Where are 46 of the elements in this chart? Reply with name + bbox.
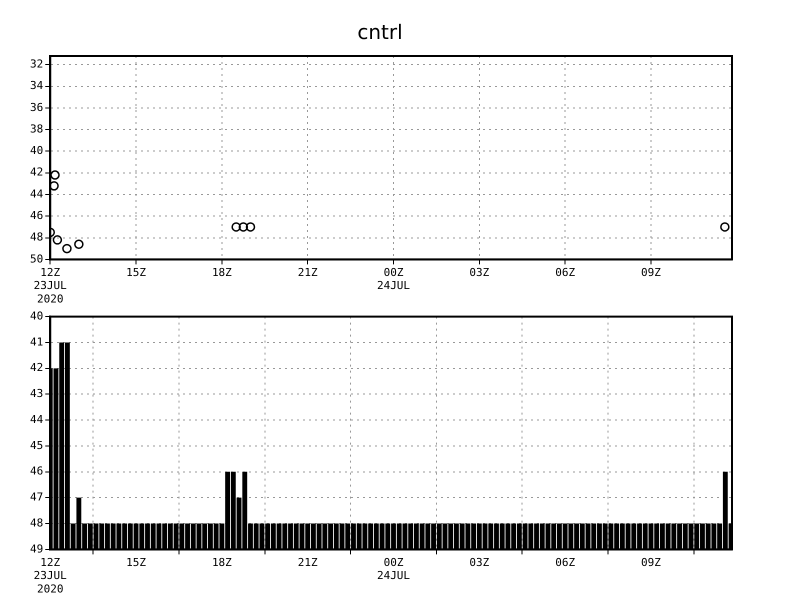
- x-tick-label: 12Z 23JUL 2020: [34, 556, 68, 596]
- y-tick-label: 44: [30, 187, 44, 200]
- x-tick-label: 12Z 23JUL 2020: [34, 266, 68, 306]
- point: [246, 222, 256, 232]
- point: [74, 240, 84, 250]
- x-tick-label: 15Z: [126, 266, 146, 279]
- x-tick-label: 00Z 24JUL: [376, 556, 410, 582]
- y-tick-label: 49: [30, 542, 44, 556]
- x-tick-label: 18Z: [212, 266, 232, 279]
- point: [50, 170, 60, 180]
- y-tick-label: 44: [30, 412, 44, 426]
- y-tick-label: 45: [30, 438, 44, 452]
- x-tick-label: 09Z: [641, 266, 662, 279]
- y-tick-label: 36: [30, 100, 44, 114]
- x-tick-label: 21Z: [298, 266, 318, 279]
- x-tick-label: 09Z: [641, 556, 662, 569]
- y-tick-label: 41: [30, 335, 44, 348]
- point: [231, 222, 241, 232]
- y-tick-label: 38: [30, 122, 44, 136]
- x-tick-label: 21Z: [298, 556, 318, 569]
- y-tick-label: 40: [30, 144, 44, 158]
- y-tick-label: 46: [30, 464, 44, 478]
- point: [720, 222, 730, 232]
- point: [238, 222, 248, 232]
- x-tick-label: 03Z: [469, 556, 490, 569]
- y-tick-label: 42: [30, 166, 44, 179]
- y-tick-label: 40: [30, 309, 44, 322]
- y-tick-label: 50: [30, 252, 44, 266]
- x-tick-label: 06Z: [555, 266, 576, 279]
- x-tick-label: 00Z 24JUL: [376, 266, 410, 292]
- y-tick-label: 32: [30, 58, 44, 71]
- point: [52, 235, 62, 245]
- y-tick-label: 34: [30, 79, 44, 92]
- x-tick-label: 06Z: [555, 556, 576, 569]
- point: [50, 181, 59, 191]
- y-tick-label: 48: [30, 516, 44, 530]
- chart-title: cntrl: [357, 20, 403, 44]
- point: [62, 244, 72, 254]
- y-tick-label: 47: [30, 490, 44, 504]
- y-tick-label: 42: [30, 361, 44, 374]
- y-tick-label: 48: [30, 230, 44, 244]
- x-tick-label: 03Z: [469, 266, 490, 279]
- x-tick-label: 18Z: [212, 556, 232, 569]
- x-tick-label: 15Z: [126, 556, 146, 569]
- y-tick-label: 43: [30, 387, 44, 400]
- y-tick-label: 46: [30, 208, 44, 222]
